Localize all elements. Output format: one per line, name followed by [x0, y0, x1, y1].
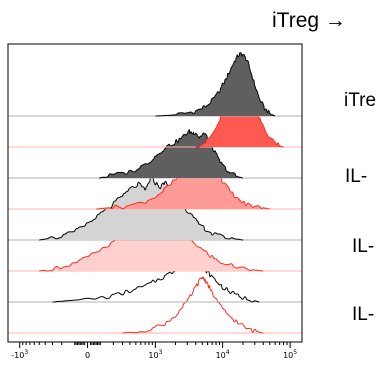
x-tick-label-4: 104 [216, 349, 230, 360]
x-axis: -103 0 103 104 105 [11, 342, 297, 360]
x-tick-label-5: 105 [283, 349, 297, 360]
x-tick-label-1: -103 [11, 349, 28, 360]
ridge-line-3 [98, 129, 243, 179]
ridge-line-5 [39, 176, 243, 241]
row-label-itreg: iTre [344, 90, 376, 111]
ridge-line-8 [122, 276, 264, 334]
x-tick-label-3: 103 [148, 349, 162, 360]
row-label-il-2: IL- [352, 236, 374, 257]
histogram-ridges [8, 52, 302, 334]
x-tick-label-2: 0 [85, 351, 90, 360]
row-label-il-3: IL- [352, 304, 374, 325]
header-label: iTreg → [272, 9, 346, 32]
row-label-il-1: IL- [345, 166, 367, 187]
ridge-line-1 [155, 52, 276, 117]
ridge-area-1 [155, 52, 276, 116]
ridge-area-4 [96, 151, 270, 209]
